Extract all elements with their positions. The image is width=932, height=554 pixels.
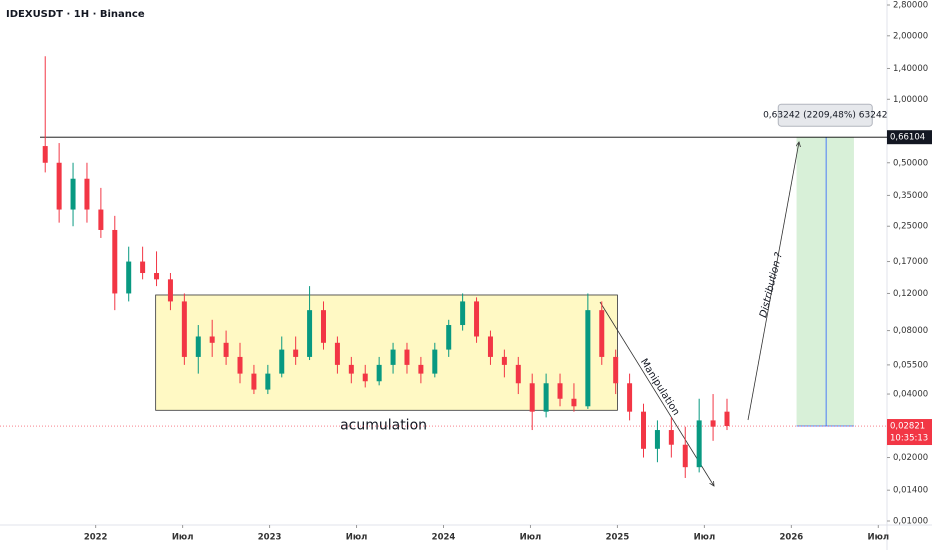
x-tick-label: Июл: [520, 533, 542, 543]
candle-body: [418, 364, 424, 374]
y-tick-label: 0,08000: [893, 326, 928, 336]
y-tick-label: 0,25000: [893, 222, 928, 232]
y-tick-label: 1,00000: [893, 95, 928, 105]
y-tick-label: 0,04000: [893, 390, 928, 400]
candle-body: [571, 398, 577, 407]
candle-body: [279, 349, 285, 374]
annotation: Manipulation: [638, 357, 682, 418]
info-box: [777, 103, 873, 127]
candle-body: [585, 310, 591, 407]
info-label: 0,63242 (2209,48%) 63242: [763, 111, 887, 121]
chart-title: IDEXUSDT · 1H · Binance: [6, 9, 145, 20]
price-tag-label: 0,66104: [890, 133, 925, 143]
candle-body: [376, 364, 382, 382]
countdown: 10:35:13: [890, 434, 928, 444]
candle-body: [154, 273, 160, 280]
candle-body: [641, 411, 647, 449]
x-tick-label: 2023: [258, 533, 282, 543]
candle-body: [181, 301, 187, 357]
zone-label: acumulation: [340, 417, 427, 433]
y-tick-label: 0,50000: [893, 158, 928, 168]
candle-body: [265, 373, 271, 390]
candle-body: [501, 356, 507, 365]
candle-body: [251, 373, 257, 390]
y-tick-label: 1,40000: [893, 64, 928, 74]
x-tick-label: Июл: [867, 533, 889, 543]
y-tick-label: 0,35000: [893, 191, 928, 201]
candle-body: [474, 301, 480, 337]
candle-body: [446, 325, 452, 350]
y-tick-label: 0,01400: [893, 486, 928, 496]
annotation: Distribution ?: [758, 251, 785, 319]
candle-body: [404, 349, 410, 365]
y-tick-label: 0,17000: [893, 257, 928, 267]
accumulation-zone: [155, 294, 618, 411]
candle-body: [334, 342, 340, 365]
target-zone: [796, 137, 854, 427]
candle-body: [307, 310, 313, 357]
candle-body: [487, 336, 493, 357]
y-tick-label: 0,02000: [893, 453, 928, 463]
y-tick-label: 0,12000: [893, 289, 928, 299]
x-tick-label: 2026: [780, 533, 804, 543]
candle-body: [237, 356, 243, 374]
x-tick-label: Июл: [172, 533, 194, 543]
candle-body: [70, 178, 76, 210]
candle-body: [126, 261, 132, 294]
candle-body: [98, 209, 104, 230]
x-tick-label: 2025: [606, 533, 630, 543]
candle-body: [293, 349, 299, 357]
x-tick-label: 2024: [432, 533, 456, 543]
candle-body: [557, 383, 563, 399]
arrow: [747, 142, 799, 421]
arrow: [599, 301, 714, 486]
candle-body: [613, 356, 619, 384]
y-tick-label: 2,80000: [893, 1, 928, 11]
candle-body: [668, 430, 674, 445]
candle-body: [543, 383, 549, 412]
candle-body: [529, 383, 535, 412]
candle-body: [223, 342, 229, 357]
candle-body: [362, 373, 368, 382]
price-tag: [887, 419, 932, 446]
candle-body: [56, 162, 62, 210]
candle-body: [209, 336, 215, 343]
candle-body: [515, 364, 521, 384]
x-tick-label: 2022: [84, 533, 108, 543]
price-tag: [887, 130, 932, 145]
x-tick-label: Июл: [346, 533, 368, 543]
candle-body: [724, 411, 730, 427]
candle-body: [682, 444, 688, 468]
candle-body: [320, 310, 326, 343]
candle-body: [627, 383, 633, 412]
candle-body: [710, 420, 716, 427]
candle-body: [460, 301, 466, 326]
candle-body: [348, 364, 354, 374]
y-tick-label: 0,05500: [893, 360, 928, 370]
candle-body: [167, 279, 173, 302]
candle-body: [42, 146, 48, 163]
price-tag-label: 0,02821: [890, 422, 925, 432]
candle-body: [599, 310, 605, 357]
x-tick-label: Июл: [694, 533, 716, 543]
candle-body: [696, 420, 702, 468]
candle-body: [195, 336, 201, 357]
candle-body: [112, 229, 118, 294]
y-tick-label: 0,01000: [893, 517, 928, 527]
candle-body: [140, 261, 146, 274]
candle-body: [432, 349, 438, 374]
candle-body: [84, 178, 90, 210]
y-tick-label: 2,00000: [893, 31, 928, 41]
candle-body: [654, 430, 660, 449]
candle-body: [390, 349, 396, 365]
